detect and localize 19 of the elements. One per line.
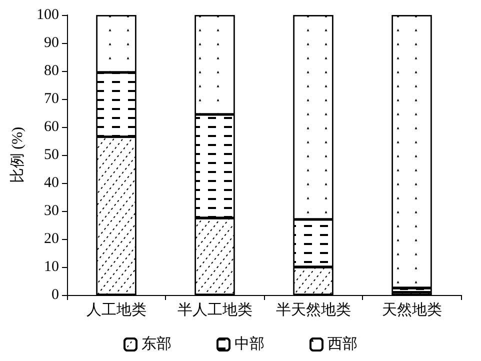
y-tick-label: 30 bbox=[44, 203, 59, 219]
y-tick-label: 50 bbox=[44, 147, 59, 163]
x-tick-label: 半天然地类 bbox=[276, 302, 351, 318]
y-tick-label: 0 bbox=[52, 287, 59, 303]
y-tick-label: 10 bbox=[44, 259, 59, 275]
x-tick-label: 半人工地类 bbox=[177, 302, 252, 318]
legend-label: 西部 bbox=[328, 336, 358, 352]
y-tick-label: 70 bbox=[44, 91, 59, 107]
y-tick-label: 100 bbox=[36, 7, 59, 23]
y-tick-label: 20 bbox=[44, 231, 59, 247]
legend-label: 中部 bbox=[234, 336, 264, 352]
y-tick-label: 80 bbox=[44, 63, 59, 79]
x-tick-label: 天然地类 bbox=[382, 302, 442, 318]
y-tick-label: 90 bbox=[44, 35, 59, 51]
y-tick-label: 60 bbox=[44, 119, 59, 135]
y-tick-label: 40 bbox=[44, 175, 59, 191]
legend-label: 东部 bbox=[142, 336, 172, 352]
x-tick-label: 人工地类 bbox=[86, 302, 146, 318]
y-axis-title: 比例 (%) bbox=[9, 126, 26, 184]
